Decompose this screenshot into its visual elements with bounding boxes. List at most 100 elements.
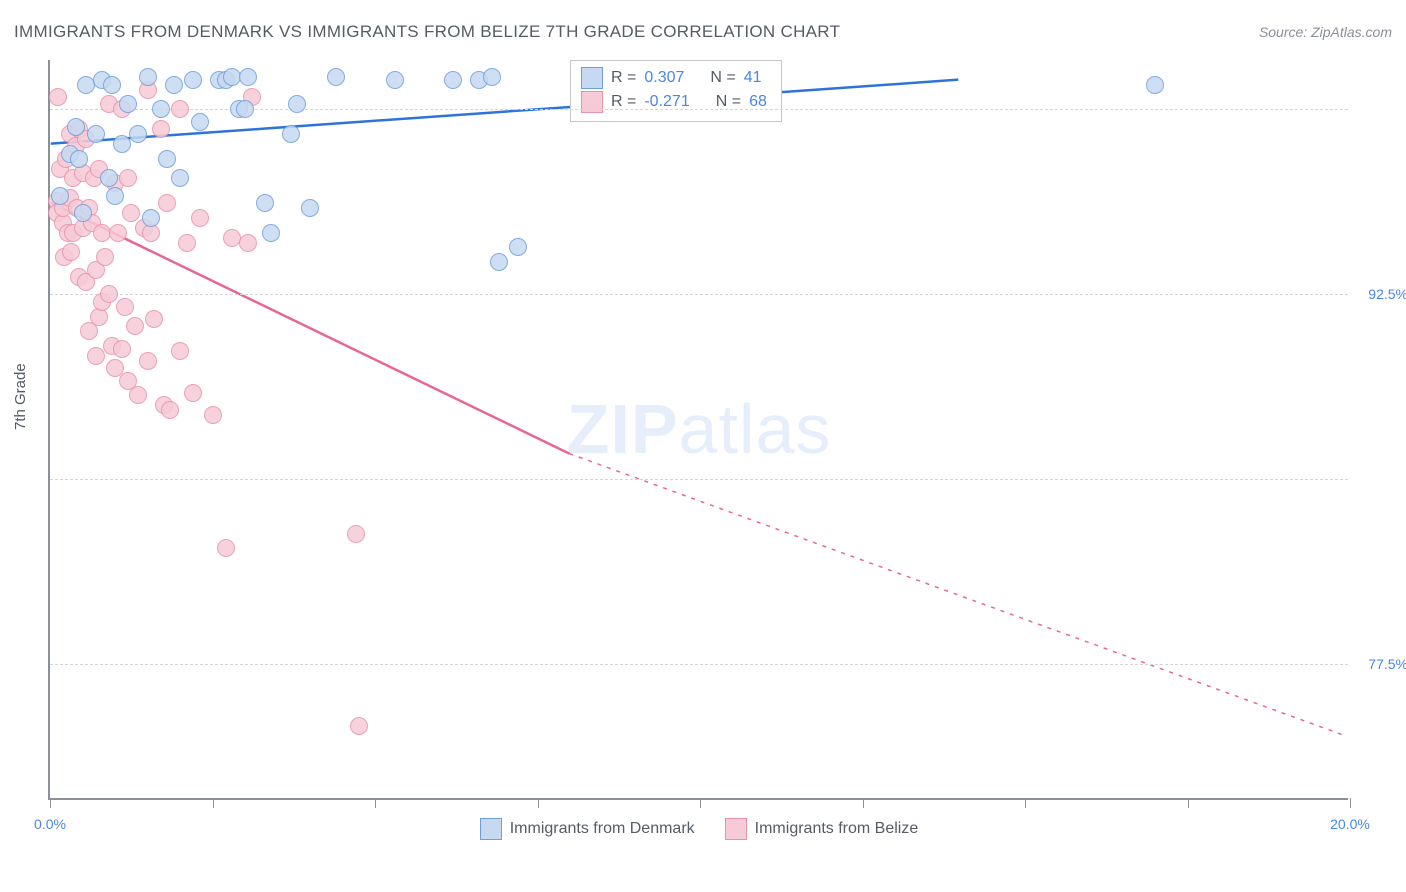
data-point-belize [191, 209, 209, 227]
data-point-denmark [74, 204, 92, 222]
data-point-denmark [165, 76, 183, 94]
x-tick [1025, 798, 1026, 808]
data-point-belize [158, 194, 176, 212]
data-point-belize [87, 347, 105, 365]
regression-overlay [50, 60, 1348, 798]
data-point-denmark [386, 71, 404, 89]
gridline-horizontal [50, 479, 1348, 480]
chart-title: IMMIGRANTS FROM DENMARK VS IMMIGRANTS FR… [14, 22, 840, 42]
data-point-denmark [301, 199, 319, 217]
watermark-light: atlas [679, 390, 832, 468]
r-value-belize: -0.271 [644, 93, 689, 111]
r-label: R = [611, 69, 636, 87]
x-tick [700, 798, 701, 808]
x-tick [1350, 798, 1351, 808]
watermark: ZIPatlas [567, 389, 832, 469]
data-point-belize [119, 169, 137, 187]
source-attribution: Source: ZipAtlas.com [1259, 24, 1392, 40]
data-point-denmark [158, 150, 176, 168]
regression-line [569, 454, 1347, 737]
x-tick [1188, 798, 1189, 808]
data-point-belize [145, 310, 163, 328]
data-point-denmark [262, 224, 280, 242]
data-point-denmark [184, 71, 202, 89]
data-point-denmark [236, 100, 254, 118]
x-tick [863, 798, 864, 808]
data-point-denmark [191, 113, 209, 131]
swatch-belize [725, 818, 747, 840]
x-tick [375, 798, 376, 808]
data-point-denmark [106, 187, 124, 205]
n-label: N = [716, 93, 741, 111]
correlation-legend: R = 0.307 N = 41 R = -0.271 N = 68 [570, 60, 782, 122]
swatch-denmark [480, 818, 502, 840]
n-value-belize: 68 [749, 93, 767, 111]
y-tick-label: 77.5% [1353, 656, 1406, 672]
data-point-denmark [327, 68, 345, 86]
r-value-denmark: 0.307 [644, 69, 684, 87]
data-point-belize [152, 120, 170, 138]
data-point-belize [350, 717, 368, 735]
data-point-denmark [288, 95, 306, 113]
data-point-denmark [119, 95, 137, 113]
legend-label-denmark: Immigrants from Denmark [510, 820, 695, 838]
data-point-denmark [103, 76, 121, 94]
data-point-belize [96, 248, 114, 266]
data-point-denmark [171, 169, 189, 187]
legend-row-denmark: R = 0.307 N = 41 [581, 67, 767, 89]
data-point-denmark [70, 150, 88, 168]
legend-item-denmark: Immigrants from Denmark [480, 818, 695, 840]
data-point-belize [347, 525, 365, 543]
data-point-denmark [490, 253, 508, 271]
data-point-belize [184, 384, 202, 402]
data-point-denmark [282, 125, 300, 143]
data-point-belize [100, 285, 118, 303]
data-point-belize [139, 352, 157, 370]
data-point-denmark [139, 68, 157, 86]
data-point-denmark [100, 169, 118, 187]
data-point-denmark [483, 68, 501, 86]
data-point-denmark [1146, 76, 1164, 94]
data-point-belize [116, 298, 134, 316]
data-point-denmark [509, 238, 527, 256]
data-point-denmark [129, 125, 147, 143]
x-tick [213, 798, 214, 808]
data-point-denmark [256, 194, 274, 212]
data-point-belize [126, 317, 144, 335]
data-point-belize [109, 224, 127, 242]
series-legend: Immigrants from Denmark Immigrants from … [50, 818, 1348, 840]
x-tick [538, 798, 539, 808]
data-point-belize [62, 243, 80, 261]
data-point-belize [171, 342, 189, 360]
watermark-bold: ZIP [567, 390, 679, 468]
data-point-belize [129, 386, 147, 404]
data-point-denmark [51, 187, 69, 205]
data-point-denmark [444, 71, 462, 89]
gridline-horizontal [50, 664, 1348, 665]
data-point-belize [161, 401, 179, 419]
data-point-belize [217, 539, 235, 557]
data-point-belize [171, 100, 189, 118]
data-point-denmark [142, 209, 160, 227]
gridline-horizontal [50, 294, 1348, 295]
header-bar: IMMIGRANTS FROM DENMARK VS IMMIGRANTS FR… [14, 22, 1392, 42]
legend-item-belize: Immigrants from Belize [725, 818, 919, 840]
x-tick-label: 20.0% [1330, 816, 1370, 832]
swatch-denmark [581, 67, 603, 89]
data-point-belize [49, 88, 67, 106]
data-point-belize [113, 340, 131, 358]
data-point-belize [223, 229, 241, 247]
data-point-denmark [239, 68, 257, 86]
data-point-belize [204, 406, 222, 424]
scatter-plot: ZIPatlas R = 0.307 N = 41 R = -0.271 N =… [48, 60, 1348, 800]
data-point-belize [239, 234, 257, 252]
y-tick-label: 92.5% [1353, 286, 1406, 302]
x-tick [50, 798, 51, 808]
data-point-denmark [113, 135, 131, 153]
n-label: N = [710, 69, 735, 87]
y-axis-label: 7th Grade [12, 363, 29, 430]
source-label: Source: [1259, 24, 1311, 40]
r-label: R = [611, 93, 636, 111]
legend-label-belize: Immigrants from Belize [755, 820, 919, 838]
source-name: ZipAtlas.com [1311, 24, 1392, 40]
